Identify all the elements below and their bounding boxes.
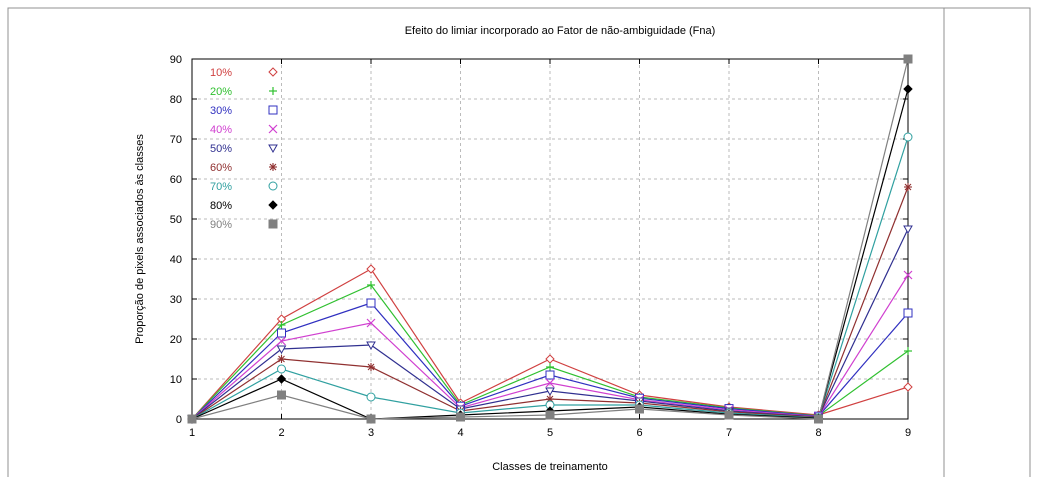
- legend-label: 40%: [210, 124, 232, 136]
- series-point-90pct: [366, 414, 376, 424]
- legend-label: 80%: [210, 200, 232, 212]
- series-point-40pct: [366, 318, 376, 328]
- grid: [192, 59, 908, 419]
- series-point-40pct: [903, 270, 913, 280]
- series-point-90pct: [903, 54, 913, 64]
- series-point-90pct: [545, 410, 555, 420]
- x-tick-label: 1: [189, 427, 195, 439]
- series-point-90pct: [635, 404, 644, 414]
- chart-title: Efeito do limiar incorporado ao Fator de…: [405, 25, 716, 37]
- series-point-60pct: [904, 183, 912, 191]
- legend-label: 10%: [210, 67, 232, 79]
- legend-marker: [268, 105, 278, 115]
- x-tick-label: 7: [726, 427, 732, 439]
- series-point-20pct: [367, 281, 375, 289]
- x-tick-label: 2: [278, 427, 284, 439]
- series-point-20pct: [277, 321, 286, 329]
- legend-marker: [269, 163, 277, 171]
- series-point-50pct: [276, 345, 287, 355]
- series-point-60pct: [277, 355, 286, 363]
- series-point-70pct: [366, 392, 376, 402]
- y-axis-ticks: 0 10 20 30 40 50 60 70 80 90: [170, 54, 908, 426]
- series-point-30pct: [366, 298, 376, 308]
- series-point-90pct: [724, 410, 734, 420]
- legend-label: 60%: [210, 162, 232, 174]
- x-axis-label: Classes de treinamento: [492, 461, 608, 473]
- series-point-20pct: [546, 363, 554, 371]
- y-tick-label: 70: [170, 134, 182, 146]
- series-point-70pct: [277, 364, 286, 374]
- series-point-50pct: [545, 387, 555, 397]
- legend-marker: [268, 181, 278, 191]
- legend-marker: [268, 124, 278, 134]
- series-point-40pct: [277, 336, 286, 346]
- series-point-10pct: [903, 382, 913, 392]
- x-tick-label: 8: [815, 427, 821, 439]
- y-tick-label: 20: [170, 334, 182, 346]
- x-tick-label: 4: [457, 427, 463, 439]
- legend-label: 90%: [210, 219, 232, 231]
- series-point-90pct: [187, 414, 197, 424]
- legend-marker: [269, 87, 277, 95]
- x-tick-label: 6: [636, 427, 642, 439]
- legend-marker: [268, 200, 278, 210]
- series-point-40pct: [545, 378, 555, 388]
- series-point-90pct: [814, 414, 823, 424]
- y-tick-label: 10: [170, 374, 182, 386]
- series-point-80pct: [276, 374, 287, 384]
- series-point-50pct: [903, 225, 913, 235]
- series-point-50pct: [366, 341, 376, 351]
- legend-label: 20%: [210, 86, 232, 98]
- y-tick-label: 90: [170, 54, 182, 66]
- y-tick-label: 80: [170, 94, 182, 106]
- series-point-90pct: [456, 412, 465, 422]
- x-tick-label: 9: [905, 427, 911, 439]
- legend-label: 30%: [210, 105, 232, 117]
- series-point-30pct: [903, 308, 913, 318]
- legend-marker: [268, 144, 278, 154]
- series-point-20pct: [904, 347, 912, 355]
- legend-marker: [268, 219, 278, 229]
- x-tick-label: 5: [547, 427, 553, 439]
- figure-border: [7, 7, 1031, 479]
- y-tick-label: 50: [170, 214, 182, 226]
- y-tick-label: 60: [170, 174, 182, 186]
- x-tick-label: 3: [368, 427, 374, 439]
- legend-marker: [268, 67, 278, 77]
- legend-label: 70%: [210, 181, 232, 193]
- series-point-10pct: [366, 264, 376, 274]
- series-point-30pct: [277, 328, 286, 338]
- series-point-90pct: [277, 390, 286, 400]
- series-point-60pct: [367, 363, 375, 371]
- series-point-70pct: [903, 132, 913, 142]
- legend: 10% 20% 30% 40% 50% 60% 70% 80% 90%: [210, 67, 278, 231]
- series-point-30pct: [545, 370, 555, 380]
- series-point-80pct: [903, 84, 913, 94]
- y-axis-label: Proporção de pixels associados às classe…: [134, 134, 146, 344]
- y-tick-label: 40: [170, 254, 182, 266]
- series-markers: [187, 54, 913, 425]
- y-tick-label: 0: [176, 414, 182, 426]
- legend-label: 50%: [210, 143, 232, 155]
- y-tick-label: 30: [170, 294, 182, 306]
